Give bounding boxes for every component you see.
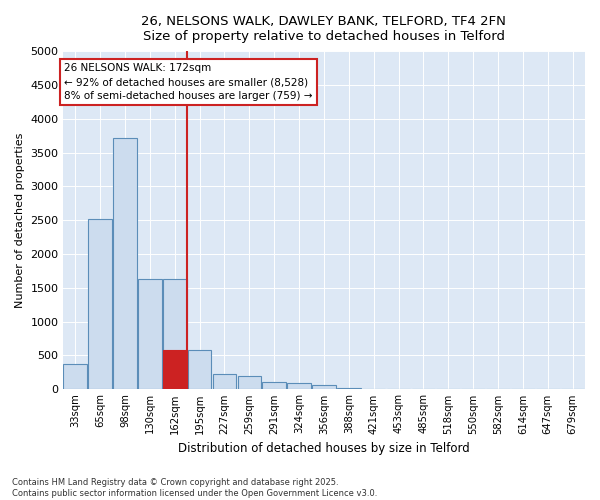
Bar — [262, 382, 286, 389]
X-axis label: Distribution of detached houses by size in Telford: Distribution of detached houses by size … — [178, 442, 470, 455]
Bar — [88, 219, 112, 389]
Bar — [113, 138, 137, 389]
Text: Contains HM Land Registry data © Crown copyright and database right 2025.
Contai: Contains HM Land Registry data © Crown c… — [12, 478, 377, 498]
Bar — [212, 374, 236, 389]
Bar — [287, 383, 311, 389]
Bar — [163, 279, 187, 389]
Bar — [312, 385, 336, 389]
Bar — [138, 279, 161, 389]
Y-axis label: Number of detached properties: Number of detached properties — [15, 132, 25, 308]
Bar — [163, 350, 187, 389]
Text: 26 NELSONS WALK: 172sqm
← 92% of detached houses are smaller (8,528)
8% of semi-: 26 NELSONS WALK: 172sqm ← 92% of detache… — [64, 64, 313, 102]
Bar — [64, 364, 87, 389]
Bar — [238, 376, 261, 389]
Bar — [337, 388, 361, 389]
Title: 26, NELSONS WALK, DAWLEY BANK, TELFORD, TF4 2FN
Size of property relative to det: 26, NELSONS WALK, DAWLEY BANK, TELFORD, … — [142, 15, 506, 43]
Bar — [188, 350, 211, 389]
